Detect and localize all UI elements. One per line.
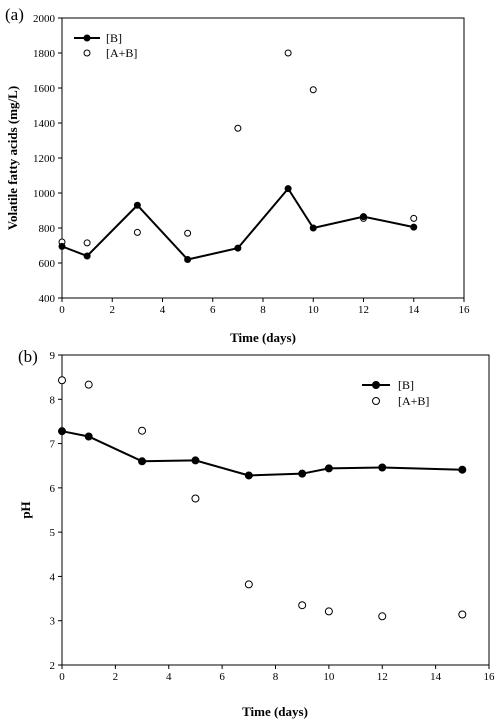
y-tick-label: 2000 (33, 13, 56, 25)
point-b (133, 201, 141, 209)
point-a-plus-b (410, 214, 418, 222)
x-tick-label: 6 (219, 671, 225, 683)
y-tick-label: 1200 (33, 153, 56, 165)
data-marks-a (58, 49, 418, 263)
point-b (84, 432, 93, 441)
y-tick-label: 4 (50, 571, 56, 583)
point-a-plus-b (458, 610, 467, 619)
point-b (58, 427, 66, 436)
point-b (83, 252, 91, 260)
point-b (309, 224, 317, 232)
point-a-plus-b (138, 426, 147, 435)
point-b (360, 213, 367, 221)
x-tick-label: 12 (358, 304, 369, 316)
x-tick-label: 6 (210, 304, 216, 316)
point-a-plus-b (191, 494, 200, 503)
legend-label-b-b: [B] (398, 378, 414, 392)
point-a-plus-b (83, 239, 91, 247)
legend-marker-b-b (372, 381, 380, 389)
y-tick-label: 7 (50, 439, 56, 451)
y-tick-label: 5 (50, 527, 56, 539)
legend-label-b-a: [B] (106, 31, 122, 45)
point-a-plus-b (184, 229, 192, 237)
point-a-plus-b (378, 612, 387, 621)
legend-label-ab-a: [A+B] (106, 46, 137, 60)
point-a-plus-b (133, 228, 141, 236)
point-b (298, 469, 307, 478)
point-b (58, 242, 66, 250)
point-a-plus-b (244, 580, 253, 589)
y-tick-label: 1400 (33, 118, 56, 130)
x-tick-label: 14 (408, 304, 420, 316)
x-axis-label-a: Time (days) (230, 330, 296, 345)
panel-label-a: (a) (5, 5, 24, 24)
y-tick-label: 800 (39, 223, 56, 235)
point-b (191, 456, 200, 465)
legend-marker-ab-a (83, 49, 91, 57)
point-a-plus-b (234, 124, 242, 132)
y-tick-label: 6 (50, 483, 56, 495)
legend-marker-ab-b (372, 397, 380, 405)
panel-label-b: (b) (18, 347, 38, 366)
x-tick-label: 16 (459, 304, 471, 316)
x-tick-label: 0 (59, 304, 65, 316)
y-tick-label: 9 (50, 350, 56, 362)
axis-ticks-a: 0 2 4 6 8 10 12 14 16 400 600 800 1000 1200 1400 1600 18… (33, 13, 470, 316)
point-a-plus-b (298, 601, 307, 610)
point-a-plus-b (309, 86, 317, 94)
y-tick-label: 8 (50, 394, 56, 406)
x-tick-label: 2 (113, 671, 119, 683)
x-tick-label: 0 (59, 671, 65, 683)
y-tick-label: 2 (50, 660, 56, 672)
x-tick-label: 12 (377, 671, 388, 683)
y-axis-label-b: pH (18, 501, 33, 518)
y-tick-label: 1800 (33, 48, 56, 60)
x-tick-label: 4 (160, 304, 166, 316)
point-a-plus-b (284, 49, 292, 57)
x-tick-label: 14 (430, 671, 442, 683)
x-axis-label-b: Time (days) (242, 704, 308, 719)
y-tick-label: 1600 (33, 83, 56, 95)
point-b (458, 465, 467, 474)
point-b (244, 471, 253, 480)
x-tick-label: 10 (308, 304, 320, 316)
x-tick-label: 10 (323, 671, 335, 683)
chart-panel-a: (a) 0 2 4 6 8 10 12 14 16 400 600 800 1000 1200 1400 16… (5, 5, 470, 345)
point-b (138, 457, 147, 466)
point-a-plus-b (324, 607, 333, 616)
y-tick-label: 400 (39, 293, 56, 305)
y-axis-label-a: Volatile fatty acids (mg/L) (5, 86, 20, 230)
y-tick-label: 3 (50, 616, 56, 628)
point-b (324, 464, 333, 473)
legend-label-ab-b: [A+B] (398, 394, 429, 408)
plot-frame-a (61, 17, 465, 299)
x-tick-label: 16 (484, 671, 496, 683)
series-line-b (61, 430, 463, 477)
point-b (378, 463, 387, 472)
point-a-plus-b (58, 376, 66, 385)
point-b (184, 256, 192, 263)
point-a-plus-b (84, 380, 93, 389)
data-marks-b (58, 376, 467, 621)
point-b (284, 185, 292, 193)
x-tick-label: 8 (273, 671, 279, 683)
x-tick-label: 8 (260, 304, 266, 316)
x-tick-label: 2 (110, 304, 116, 316)
legend-marker-b-a (83, 34, 91, 42)
point-b (410, 223, 418, 231)
x-tick-label: 4 (166, 671, 172, 683)
y-tick-label: 1000 (33, 188, 56, 200)
y-tick-label: 600 (39, 258, 56, 270)
legend-b: [B] [A+B] (362, 378, 429, 408)
legend-a: [B] [A+B] (74, 31, 137, 60)
point-b (234, 244, 242, 252)
